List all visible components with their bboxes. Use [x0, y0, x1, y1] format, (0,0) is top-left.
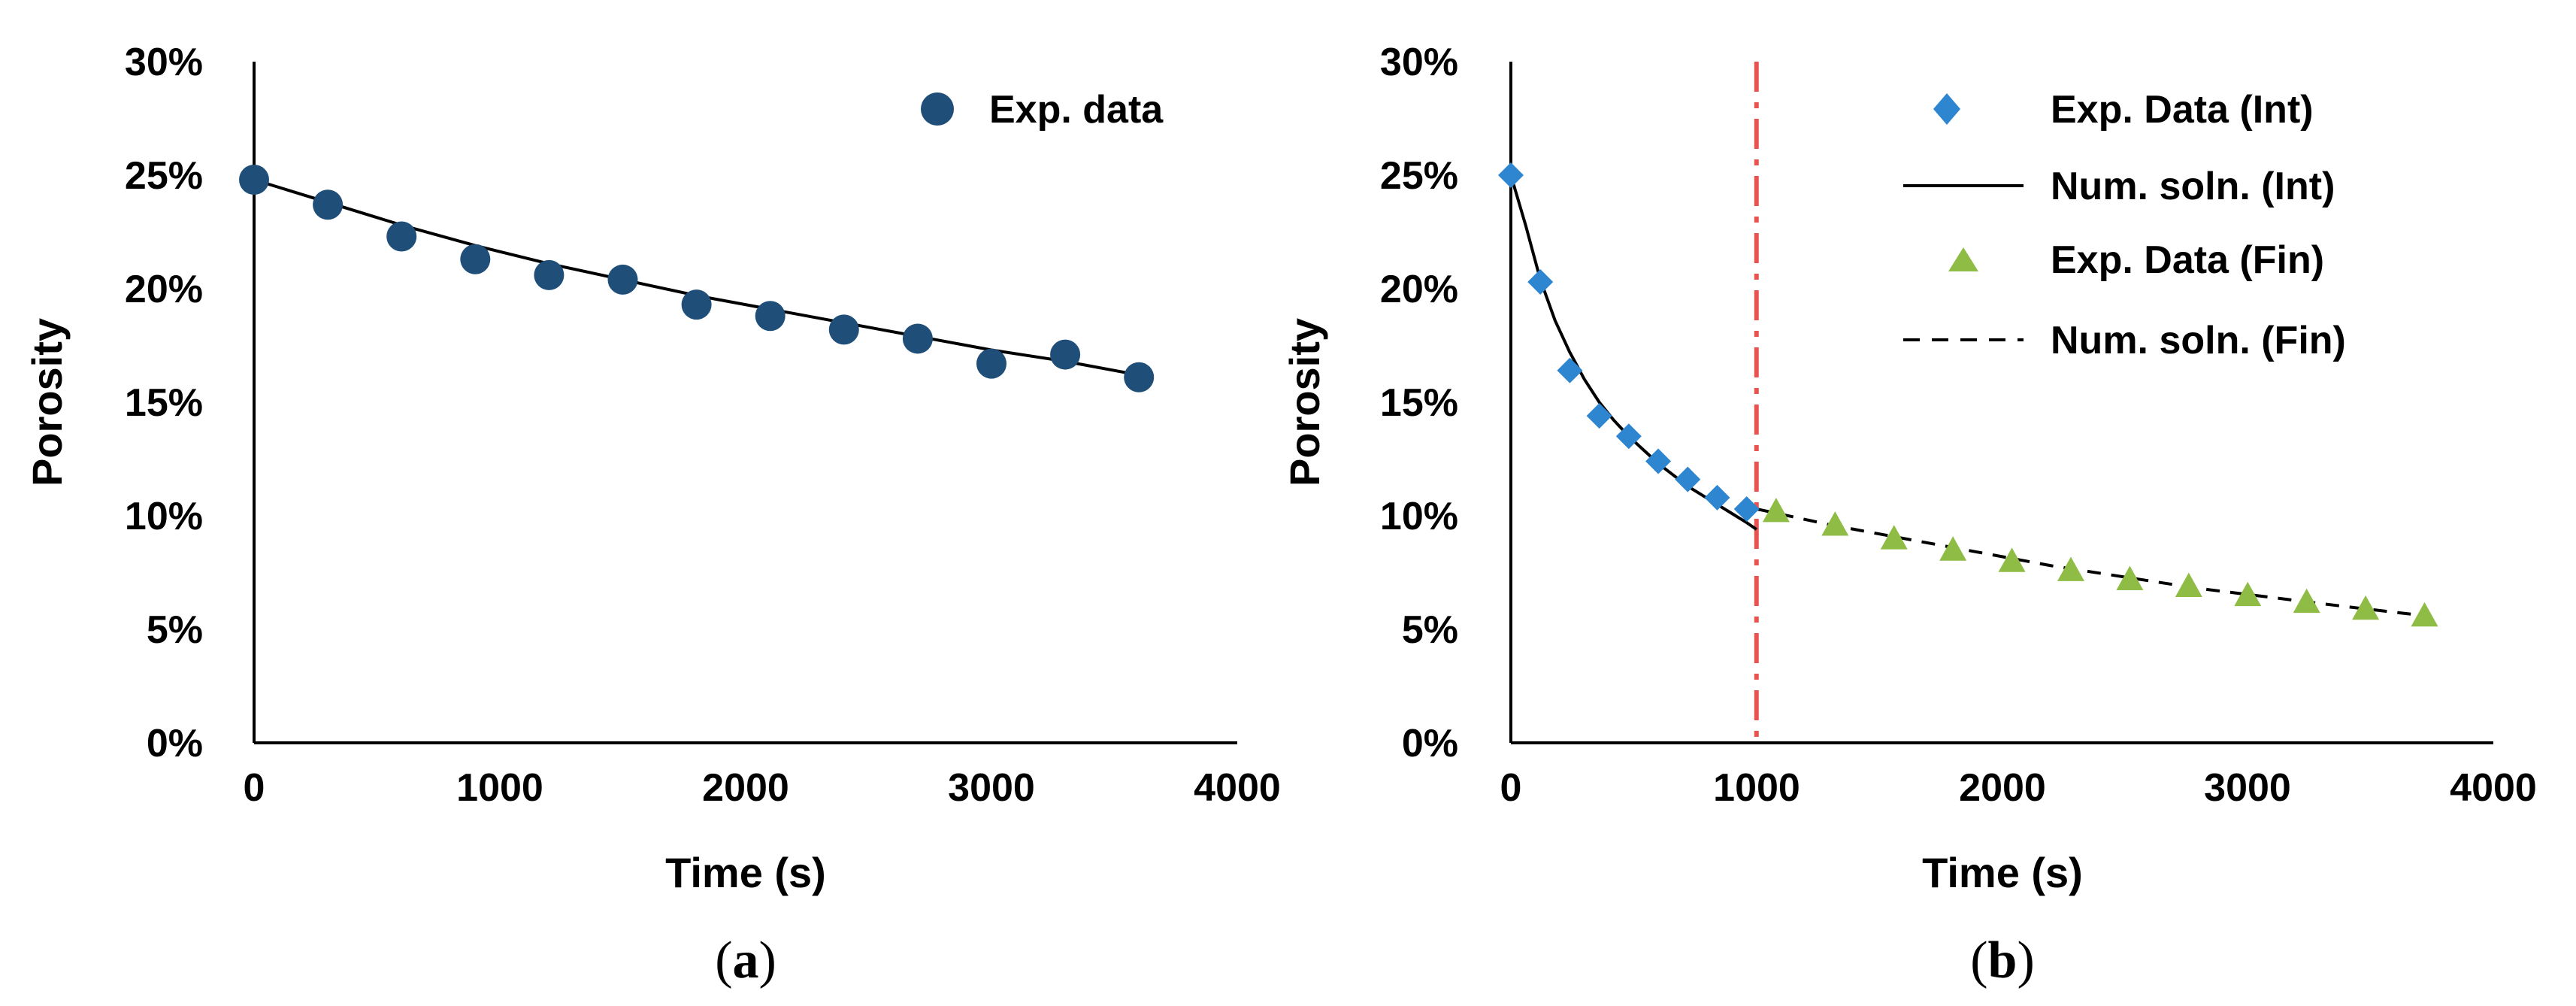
- panel-label-letter: a: [733, 932, 759, 989]
- chart-b-data-point-triangle: [2293, 588, 2320, 614]
- chart-b-data-point-triangle: [2175, 572, 2202, 598]
- chart-a-y-tick-label: 15%: [125, 381, 203, 425]
- chart-b-x-tick-label: 4000: [2450, 766, 2537, 810]
- chart-b-legend: Exp. Data (Int) Num. soln. (Int) Exp. Da…: [1903, 88, 2346, 362]
- chart-a-x-ticks: 0 1000 2000 3000 4000: [244, 766, 1281, 810]
- chart-a-y-tick-label: 20%: [125, 268, 203, 311]
- chart-b-y-tick-label: 30%: [1380, 41, 1458, 84]
- chart-b-data-point-triangle: [2057, 556, 2084, 581]
- legend-exp-data-int-label: Exp. Data (Int): [2051, 88, 2314, 132]
- chart-b-y-ticks: 0% 5% 10% 15% 20% 25% 30%: [1380, 41, 1458, 765]
- chart-a-legend: Exp. data: [921, 88, 1164, 132]
- chart-b-data-point-diamond: [1498, 162, 1524, 188]
- chart-a-x-tick-label: 1000: [456, 766, 543, 810]
- chart-b-data-point-triangle: [1821, 511, 1849, 536]
- chart-a-data-point-circle: [386, 221, 417, 252]
- panel-label-open-paren: (: [715, 932, 732, 989]
- legend-num-soln-fin-label: Num. soln. (Fin): [2051, 319, 2346, 362]
- chart-b-data-point-diamond: [1704, 484, 1730, 511]
- chart-a-data-point-circle: [313, 189, 344, 220]
- chart-b-y-tick-label: 25%: [1380, 154, 1458, 198]
- chart-a-y-tick-label: 0%: [147, 722, 203, 765]
- panel-label-close-paren: ): [2017, 932, 2034, 989]
- panel-label-close-paren: ): [759, 932, 776, 989]
- chart-a-data-point-circle: [976, 348, 1006, 379]
- chart-a-x-axis-title: Time (s): [665, 849, 826, 896]
- legend-num-soln-int-label: Num. soln. (Int): [2051, 165, 2335, 208]
- chart-b-data-point-triangle: [1880, 525, 1908, 550]
- chart-b-y-tick-label: 10%: [1380, 495, 1458, 538]
- legend-exp-data-fin-marker: [1948, 247, 1978, 271]
- chart-b-x-tick-label: 1000: [1713, 766, 1800, 810]
- panel-label-letter: b: [1988, 932, 2018, 989]
- chart-a-x-tick-label: 3000: [948, 766, 1035, 810]
- legend-exp-data-int-marker: [1933, 93, 1960, 125]
- chart-a-data-point-circle: [460, 244, 491, 274]
- chart-a-data-point-circle: [681, 289, 712, 320]
- chart-a-data-point-circle: [902, 323, 933, 354]
- chart-b-x-tick-label: 2000: [1959, 766, 2046, 810]
- chart-b-y-tick-label: 20%: [1380, 268, 1458, 311]
- chart-a-y-tick-label: 25%: [125, 154, 203, 198]
- chart-b-data-point-triangle: [1939, 536, 1967, 561]
- chart-b-data-point-triangle: [2352, 595, 2380, 620]
- legend-exp-data-marker: [921, 92, 954, 126]
- chart-a-y-tick-label: 10%: [125, 495, 203, 538]
- chart-b-plot-area: [1511, 62, 2493, 743]
- chart-b-data-point-diamond: [1557, 357, 1583, 383]
- chart-a-x-tick-label: 4000: [1194, 766, 1281, 810]
- chart-a-data-point-circle: [239, 165, 269, 195]
- chart-b-x-axis-title: Time (s): [1922, 849, 2083, 896]
- chart-a-data-point-circle: [755, 301, 786, 332]
- chart-b-data-point-triangle: [2411, 601, 2438, 627]
- chart-b: 0% 5% 10% 15% 20% 25% 30% 0 1000 2000 30…: [1281, 41, 2537, 989]
- chart-b-x-tick-label: 0: [1500, 766, 1522, 810]
- chart-b-panel-label: (b): [1970, 932, 2035, 989]
- chart-b-data-point-diamond: [1675, 466, 1701, 492]
- chart-b-data-point-triangle: [1762, 497, 1790, 523]
- chart-a-data-point-circle: [1050, 339, 1081, 370]
- chart-b-data-point-diamond: [1615, 423, 1642, 450]
- chart-a-plot-area: [254, 62, 1237, 743]
- chart-b-y-tick-label: 5%: [1402, 608, 1458, 652]
- chart-b-y-tick-label: 0%: [1402, 722, 1458, 765]
- chart-a-panel-label: (a): [715, 932, 776, 989]
- chart-b-series-layer: [1498, 62, 2438, 743]
- chart-b-data-point-triangle: [2116, 565, 2144, 590]
- chart-b-y-tick-label: 15%: [1380, 381, 1458, 425]
- chart-a-y-axis-title: Porosity: [23, 318, 71, 486]
- chart-b-data-point-diamond: [1645, 448, 1672, 474]
- chart-a-data-point-circle: [607, 264, 638, 295]
- chart-b-x-tick-label: 3000: [2204, 766, 2291, 810]
- chart-a-y-tick-label: 5%: [147, 608, 203, 652]
- chart-a-series-layer: [239, 165, 1155, 392]
- chart-b-y-axis-title: Porosity: [1281, 318, 1328, 486]
- chart-a-y-ticks: 0% 5% 10% 15% 20% 25% 30%: [125, 41, 203, 765]
- chart-a-data-point-circle: [534, 259, 565, 290]
- chart-a-data-point-circle: [828, 314, 859, 345]
- chart-b-x-ticks: 0 1000 2000 3000 4000: [1500, 766, 2537, 810]
- chart-a: 0% 5% 10% 15% 20% 25% 30% 0 1000 2000 30…: [23, 41, 1281, 989]
- legend-exp-data-label: Exp. data: [989, 88, 1164, 132]
- chart-b-data-point-triangle: [1998, 547, 2026, 572]
- chart-b-data-point-triangle: [2234, 581, 2262, 607]
- chart-a-y-tick-label: 30%: [125, 41, 203, 84]
- chart-a-data-point-circle: [1124, 362, 1155, 392]
- chart-b-data-point-diamond: [1733, 495, 1760, 522]
- chart-a-x-tick-label: 2000: [702, 766, 789, 810]
- legend-exp-data-fin-label: Exp. Data (Fin): [2051, 238, 2324, 282]
- chart-b-data-point-diamond: [1586, 403, 1612, 429]
- panel-label-open-paren: (: [1970, 932, 1987, 989]
- chart-b-data-point-diamond: [1527, 268, 1554, 295]
- chart-a-x-tick-label: 0: [244, 766, 265, 810]
